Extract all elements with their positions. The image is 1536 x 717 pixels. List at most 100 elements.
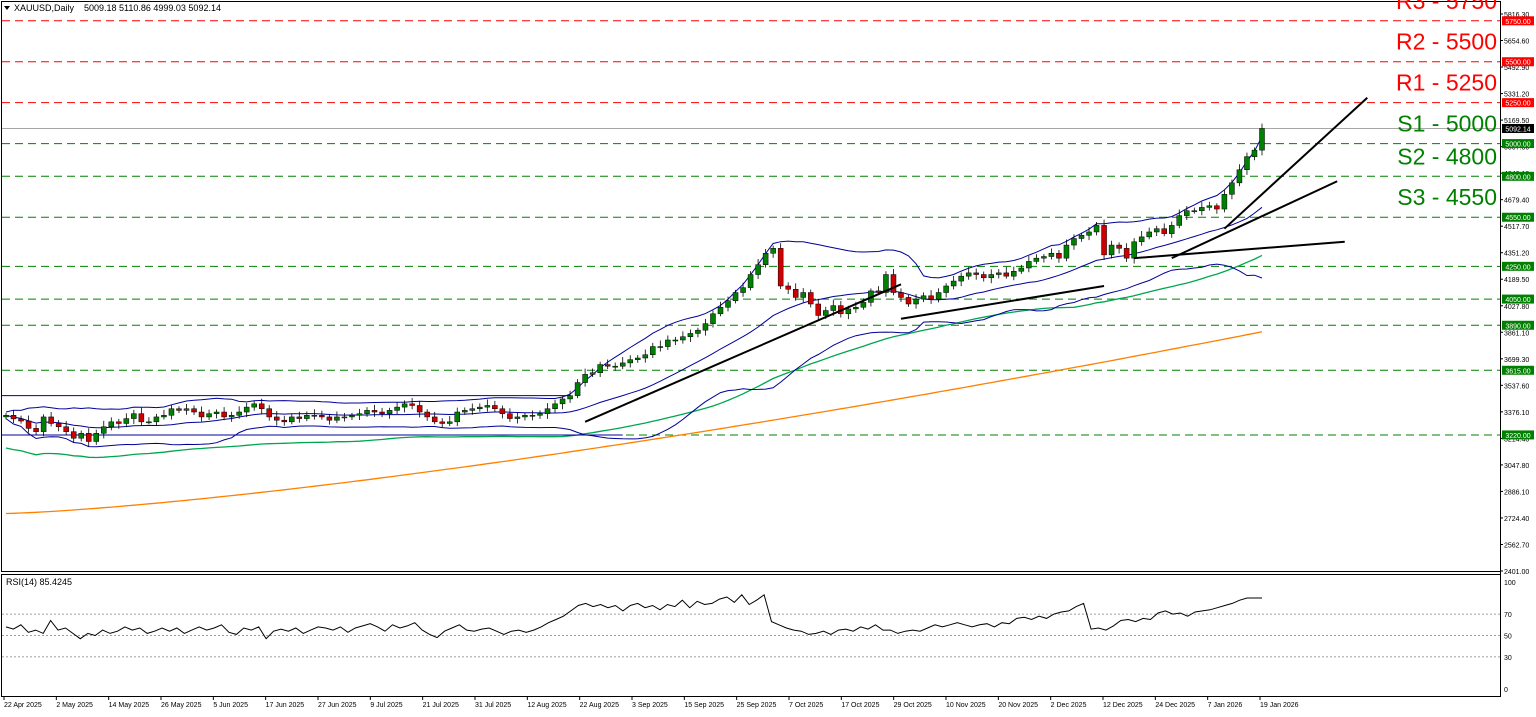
price-tick-label: 4027.80 bbox=[1504, 304, 1529, 311]
level-tag bbox=[1502, 16, 1534, 26]
candle-body bbox=[93, 433, 100, 442]
candle-body bbox=[85, 433, 92, 442]
level-tag-text: 5000.00 bbox=[1505, 142, 1530, 149]
candle-body bbox=[537, 413, 543, 416]
trendlines-layer bbox=[584, 97, 1368, 423]
candle-body bbox=[349, 415, 355, 418]
candle-body bbox=[462, 410, 468, 413]
rsi-tick-label: 0 bbox=[1504, 687, 1508, 694]
candle-body bbox=[1078, 234, 1085, 239]
candle-body bbox=[845, 308, 852, 315]
candle-body bbox=[1041, 256, 1047, 259]
candle-body bbox=[1123, 248, 1130, 259]
candle-body bbox=[334, 416, 340, 421]
price-tick-label: 4189.50 bbox=[1504, 277, 1529, 284]
candle-body bbox=[860, 302, 867, 308]
candle-body bbox=[823, 310, 829, 316]
candle-body bbox=[439, 421, 445, 424]
time-tick-label: 12 Aug 2025 bbox=[527, 702, 566, 709]
time-tick-label: 10 Nov 2025 bbox=[946, 702, 986, 709]
candle-body bbox=[33, 428, 39, 432]
ma-slow-line bbox=[5, 331, 1263, 515]
price-tick-label: 5816.30 bbox=[1504, 12, 1529, 19]
candle-body bbox=[206, 413, 212, 418]
level-tag bbox=[1502, 171, 1534, 181]
price-tick-label: 3861.10 bbox=[1504, 330, 1529, 337]
candle-body bbox=[401, 403, 408, 408]
candle-body bbox=[394, 406, 400, 411]
candle-body bbox=[499, 408, 506, 414]
time-tick-label: 3 Sep 2025 bbox=[632, 702, 668, 709]
dropdown-triangle-icon[interactable] bbox=[4, 6, 10, 10]
candle-body bbox=[507, 413, 513, 419]
level-tag-text: 5500.00 bbox=[1505, 60, 1530, 67]
candle-body bbox=[243, 406, 250, 413]
candle-body bbox=[168, 408, 175, 416]
moving-averages-layer bbox=[5, 254, 1263, 515]
trendline-dec-jan bbox=[1134, 240, 1345, 260]
candle-body bbox=[642, 354, 649, 359]
time-tick-label: 22 Aug 2025 bbox=[580, 702, 619, 709]
candle-body bbox=[101, 426, 107, 434]
candle-body bbox=[469, 408, 476, 411]
candle-body bbox=[1116, 244, 1122, 249]
level-tag-text: 4800.00 bbox=[1505, 174, 1530, 181]
candle-body bbox=[1168, 225, 1175, 234]
level-tag-text: 4050.00 bbox=[1505, 297, 1530, 304]
level-tag bbox=[1502, 139, 1534, 149]
candle-body bbox=[890, 274, 897, 293]
candle-body bbox=[1161, 228, 1167, 234]
candle-body bbox=[1138, 236, 1145, 243]
candle-body bbox=[161, 415, 167, 418]
candle-body bbox=[544, 408, 551, 414]
candle-body bbox=[3, 415, 9, 418]
level-label: R3 - 5750 bbox=[1396, 0, 1497, 14]
time-tick-label: 9 Jul 2025 bbox=[370, 702, 402, 709]
candle-body bbox=[40, 416, 47, 432]
price-tick-label: 2886.10 bbox=[1504, 489, 1529, 496]
ohlc-values: 5009.18 5110.86 4999.03 5092.14 bbox=[84, 3, 221, 13]
candle-body bbox=[1229, 182, 1235, 195]
candle-body bbox=[1191, 210, 1198, 212]
candle-body bbox=[815, 303, 822, 316]
candle-body bbox=[289, 416, 295, 423]
candle-body bbox=[1251, 149, 1258, 157]
rsi-tick-label: 70 bbox=[1504, 612, 1512, 619]
candle-body bbox=[138, 413, 145, 423]
time-tick-label: 24 Dec 2025 bbox=[1155, 702, 1195, 709]
level-tag-text: 3890.00 bbox=[1505, 323, 1530, 330]
candle-body bbox=[920, 295, 927, 300]
level-tag-text: 5250.00 bbox=[1505, 101, 1530, 108]
time-tick-label: 22 Apr 2025 bbox=[4, 702, 42, 709]
candle-body bbox=[973, 272, 979, 275]
level-tag-text: 3615.00 bbox=[1505, 368, 1530, 375]
candle-body bbox=[589, 372, 596, 375]
candle-body bbox=[191, 408, 197, 413]
candle-body bbox=[108, 421, 115, 428]
level-tag bbox=[1502, 57, 1534, 67]
candle-body bbox=[1146, 231, 1152, 238]
candle-body bbox=[1026, 261, 1032, 269]
candle-body bbox=[830, 305, 837, 311]
price-tick-label: 5331.20 bbox=[1504, 92, 1529, 99]
candle-body bbox=[740, 287, 746, 293]
price-tick-label: 5492.90 bbox=[1504, 65, 1529, 72]
candle-body bbox=[612, 365, 618, 368]
candle-body bbox=[116, 421, 122, 424]
candle-body bbox=[1018, 267, 1025, 272]
candle-body bbox=[176, 408, 182, 411]
trendline-jan-a bbox=[1171, 180, 1338, 260]
time-tick-label: 15 Sep 2025 bbox=[684, 702, 724, 709]
price-axis-labels: 5816.30 5654.60 5492.90 5331.20 5169.50 5007.… bbox=[1500, 12, 1529, 576]
level-tag-text: 4550.00 bbox=[1505, 215, 1530, 222]
candle-body bbox=[950, 280, 957, 287]
candle-body bbox=[1093, 225, 1100, 233]
candle-body bbox=[582, 374, 588, 383]
level-price-tags: 5750.00 5500.00 5250.00 5000.00 4800.00 4550.… bbox=[1502, 16, 1534, 440]
candle-body bbox=[619, 362, 626, 367]
candle-body bbox=[221, 411, 227, 418]
candle-body bbox=[710, 313, 716, 324]
price-tick-label: 2401.00 bbox=[1504, 569, 1529, 576]
